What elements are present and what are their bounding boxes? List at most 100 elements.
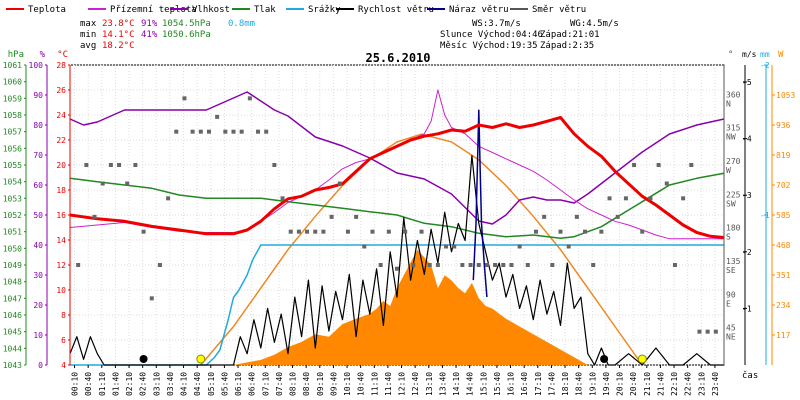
- left-axis-tick-label: 100: [29, 61, 44, 70]
- wind-direction-point: [272, 163, 277, 167]
- wind-direction-point: [378, 263, 383, 267]
- wind-direction-point: [533, 229, 538, 234]
- left-axis-tick-label: 10: [56, 286, 66, 295]
- moon-marker: [600, 355, 609, 363]
- left-axis-tick-label: 90: [33, 91, 43, 100]
- wind-speed-tick-label: -1: [742, 304, 752, 313]
- x-tick-label: 19:40: [602, 372, 611, 396]
- x-tick-label: 03:10: [152, 372, 161, 396]
- legend-label: Tlak: [254, 5, 276, 15]
- left-axis-tick-label: 1061: [3, 61, 22, 70]
- x-tick-label: 05:10: [207, 372, 216, 396]
- solar-theoretical-curve: [200, 133, 643, 366]
- wind-direction-point: [231, 129, 236, 134]
- left-axis-tick-label: 1044: [3, 344, 22, 353]
- wind-speed-tick-label: -3: [742, 191, 752, 200]
- legend-label: Přízemní teplota: [110, 5, 197, 15]
- wind-direction-point: [632, 163, 637, 167]
- wind-direction-point: [305, 229, 310, 234]
- x-tick-label: 21:10: [643, 372, 652, 396]
- left-axis-tick-label: 16: [56, 211, 66, 220]
- wind-dir-tick-label: 90: [726, 290, 736, 299]
- wind-direction-point: [247, 96, 252, 101]
- wind-direction-point: [411, 263, 416, 267]
- wind-direction-point: [264, 129, 269, 134]
- wind-direction-point: [444, 244, 449, 249]
- wind-dir-tick-compass: W: [726, 166, 731, 175]
- wind-direction-point: [476, 263, 481, 267]
- solar-layer: [70, 133, 724, 366]
- solar-tick-label: 936: [776, 121, 791, 130]
- wind-direction-point: [223, 129, 228, 134]
- x-tick-label: 17:10: [534, 372, 543, 396]
- moon-marker: [139, 355, 148, 363]
- x-tick-label: 23:40: [711, 372, 720, 396]
- wind-direction-point: [484, 263, 489, 267]
- x-tick-label: 00:10: [71, 372, 80, 396]
- wind-direction-point: [313, 229, 318, 234]
- wind-direction-point: [345, 229, 350, 234]
- wind-direction-point: [468, 263, 473, 267]
- left-axis-tick-label: 1051: [3, 228, 22, 237]
- x-tick-label: 18:40: [575, 372, 584, 396]
- legend-item: Přízemní teplota: [88, 5, 197, 15]
- stats-min-label: min: [80, 30, 96, 40]
- solar-tick-label: 702: [776, 181, 791, 190]
- wind-direction-point: [182, 96, 187, 101]
- wind-speed-tick-label: -4: [742, 135, 752, 144]
- wind-direction-point: [452, 244, 457, 249]
- left-axis-unit: °C: [57, 50, 68, 60]
- stats-max-hum: 91%: [141, 19, 158, 29]
- wind-direction-point: [566, 244, 571, 249]
- wind-direction-point: [215, 114, 220, 119]
- x-tick-label: 09:10: [316, 372, 325, 396]
- x-tick-label: 03:40: [166, 372, 175, 396]
- x-tick-label: 20:10: [616, 372, 625, 396]
- moon-set: Západ:2:35: [540, 41, 594, 51]
- wind-direction-point: [108, 163, 113, 167]
- x-tick-label: 13:10: [425, 372, 434, 396]
- left-axis-tick-label: 6: [61, 336, 66, 345]
- wind-ws: WS:3.7m/s: [472, 19, 521, 29]
- wind-direction-point: [166, 196, 171, 201]
- x-tick-label: 17:40: [547, 372, 556, 396]
- x-tick-label: 04:40: [193, 372, 202, 396]
- wind-dir-tick-label: 225: [726, 190, 741, 199]
- x-tick-label: 15:10: [479, 372, 488, 396]
- x-tick-label: 06:10: [234, 372, 243, 396]
- stats-max-rain: 0.8mm: [228, 19, 255, 29]
- wind-direction-point: [591, 263, 596, 267]
- wind-direction-point: [558, 229, 563, 234]
- markers-layer: [76, 96, 718, 364]
- stats-block: max 23.8°C 91% 1054.5hPa 0.8mm min 14.1°…: [80, 19, 619, 51]
- wind-direction-point: [664, 181, 669, 186]
- stats-min-hum: 41%: [141, 30, 158, 40]
- wind-dir-tick-compass: SE: [726, 266, 736, 275]
- series-line-gust: [472, 109, 488, 298]
- x-tick-label: 08:10: [289, 372, 298, 396]
- wind-dir-tick-label: 360: [726, 90, 741, 99]
- left-axis-tick-label: 80: [33, 121, 43, 130]
- chart-title: 25.6.2010: [365, 51, 430, 65]
- wind-direction-point: [157, 263, 162, 267]
- wind-direction-point: [501, 263, 506, 267]
- wind-direction-point: [648, 196, 653, 201]
- left-axis-tick-label: 18: [56, 186, 66, 195]
- solar-tick-label: 585: [776, 211, 791, 220]
- left-axis-tick-label: 60: [33, 181, 43, 190]
- left-axis-tick-label: 14: [56, 236, 66, 245]
- wind-direction-point: [117, 163, 122, 167]
- x-tick-label: 16:40: [520, 372, 529, 396]
- wind-direction-point: [206, 129, 211, 134]
- x-tick-label: 11:40: [384, 372, 393, 396]
- wind-direction-point: [435, 263, 440, 267]
- wind-direction-point: [542, 214, 547, 219]
- left-axis-tick-label: 40: [33, 241, 43, 250]
- x-tick-label: 22:40: [684, 372, 693, 396]
- legend-item: Teplota: [6, 5, 66, 15]
- wind-direction-point: [419, 229, 424, 234]
- wind-direction-point: [574, 214, 579, 219]
- left-axis-tick-label: 1048: [3, 278, 22, 287]
- wind-direction-point: [337, 181, 342, 186]
- solar-tick-label: 1053: [776, 91, 795, 100]
